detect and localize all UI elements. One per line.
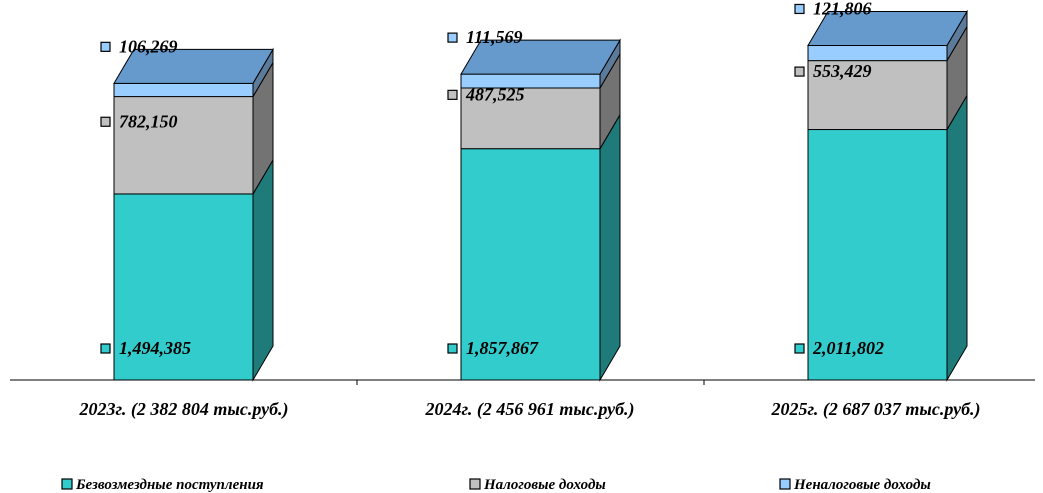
legend-marker-3 [779, 478, 791, 490]
bars-layer [113, 9, 968, 382]
data-label-marker-1-2 [447, 343, 458, 354]
category-labels-layer: 2023г. (2 382 804 тыс.руб.) 2024г. (2 456… [78, 399, 980, 420]
legend-label-2: Налоговые доходы [483, 477, 606, 493]
data-label-2-2: 487,525 [465, 84, 525, 104]
data-label-marker-3-1 [100, 41, 111, 52]
x-axis-ticks [356, 380, 705, 385]
legend-marker-2 [469, 478, 481, 490]
bar-3-top [807, 10, 968, 46]
legend-marker-1 [61, 478, 73, 490]
bar-1-1-side [252, 158, 274, 382]
category-label-3: 2025г. (2 687 037 тыс.руб.) [770, 399, 980, 420]
data-label-1-3: 2,011,802 [812, 338, 884, 358]
bar-2-1-front [113, 96, 254, 195]
data-label-marker-2-1 [100, 116, 111, 127]
bar-2-top [460, 39, 621, 75]
data-label-3-1: 106,269 [119, 36, 178, 56]
legend-label-1: Безвозмездные поступления [75, 477, 264, 493]
data-label-1-1: 1,494,385 [119, 338, 191, 358]
data-label-3-2: 111,569 [466, 27, 523, 47]
data-label-marker-2-3 [794, 66, 805, 77]
bar-1-2-side [599, 112, 621, 382]
data-label-marker-3-3 [794, 3, 805, 15]
bar-3-1-front [113, 82, 254, 98]
legend: Безвозмездные поступления Налоговые доход… [61, 477, 931, 493]
bar-1-2-front [460, 148, 601, 381]
data-labels-layer: 1,494,385 782,150 106,269 1,857,867 487,525 1… [100, 0, 884, 358]
bar-3-3-front [807, 44, 948, 62]
data-label-marker-1-3 [794, 343, 805, 354]
data-label-2-1: 782,150 [119, 111, 178, 131]
bar-1-3-side [946, 93, 968, 382]
bar-1-1-front [113, 193, 254, 381]
legend-label-3: Неналоговые доходы [793, 477, 931, 493]
category-label-2: 2024г. (2 456 961 тыс.руб.) [424, 399, 634, 420]
data-label-marker-3-2 [447, 32, 458, 43]
category-label-1: 2023г. (2 382 804 тыс.руб.) [78, 399, 288, 420]
bar-2-3-front [807, 60, 948, 131]
data-label-marker-2-2 [447, 89, 458, 100]
bar-1-top [113, 48, 274, 84]
bar-2-2-front [460, 87, 601, 150]
data-label-marker-1-1 [100, 343, 111, 354]
data-label-2-3: 553,429 [813, 61, 872, 81]
data-label-1-2: 1,857,867 [466, 338, 539, 358]
data-label-3-3: 121,806 [813, 0, 872, 18]
